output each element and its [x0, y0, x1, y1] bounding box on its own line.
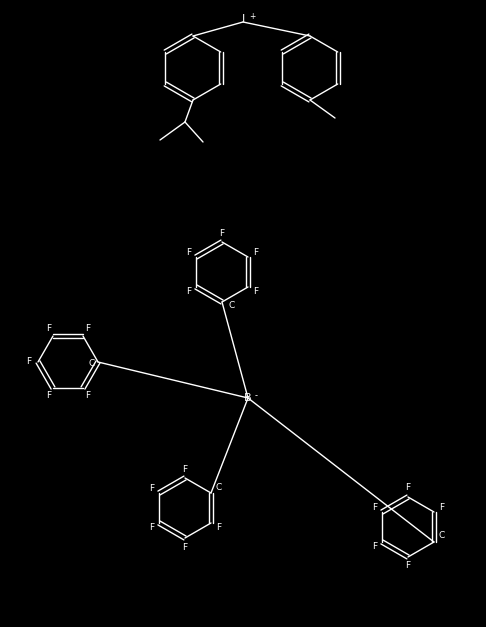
- Text: I: I: [242, 14, 244, 24]
- Text: F: F: [26, 357, 32, 367]
- Text: F: F: [182, 465, 188, 473]
- Text: F: F: [439, 503, 444, 512]
- Text: F: F: [182, 542, 188, 552]
- Text: F: F: [253, 287, 259, 296]
- Text: F: F: [405, 562, 411, 571]
- Text: F: F: [186, 287, 191, 296]
- Text: F: F: [85, 391, 90, 400]
- Text: F: F: [46, 391, 51, 400]
- Text: F: F: [220, 228, 225, 238]
- Text: F: F: [253, 248, 259, 257]
- Text: F: F: [46, 324, 51, 333]
- Text: F: F: [372, 542, 377, 551]
- Text: F: F: [149, 484, 154, 493]
- Text: +: +: [249, 12, 255, 21]
- Text: F: F: [186, 248, 191, 257]
- Text: F: F: [372, 503, 377, 512]
- Text: B: B: [244, 393, 252, 403]
- Text: C: C: [229, 300, 235, 310]
- Text: F: F: [405, 483, 411, 492]
- Text: F: F: [216, 523, 221, 532]
- Text: C: C: [216, 483, 222, 492]
- Text: C: C: [89, 359, 95, 369]
- Text: F: F: [85, 324, 90, 333]
- Text: C: C: [439, 532, 445, 540]
- Text: -: -: [255, 391, 258, 400]
- Text: F: F: [149, 523, 154, 532]
